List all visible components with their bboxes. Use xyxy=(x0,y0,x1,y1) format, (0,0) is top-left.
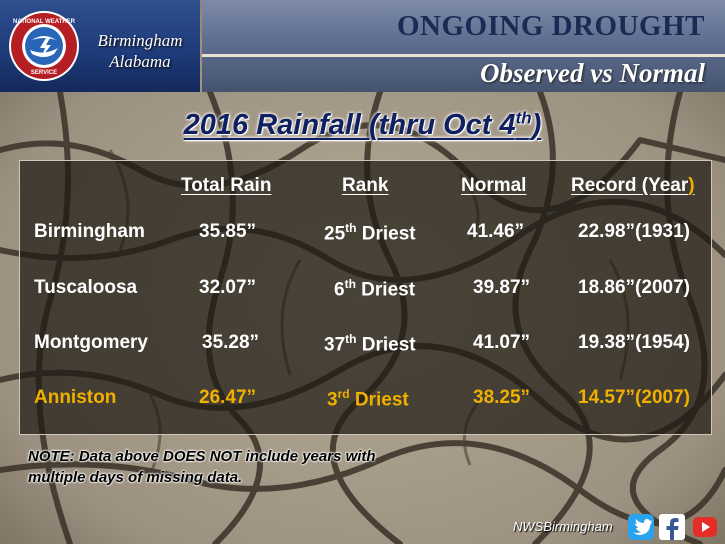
facebook-icon[interactable] xyxy=(659,513,685,541)
header-divider xyxy=(202,54,725,57)
row-birmingham-total: 35.85” xyxy=(199,221,257,242)
social-handle: NWSBirmingham xyxy=(513,519,613,534)
svg-text:SERVICE: SERVICE xyxy=(31,70,57,76)
row-anniston-total: 26.47” xyxy=(199,387,257,408)
office-name: Birmingham Alabama xyxy=(84,30,196,72)
svg-text:NATIONAL WEATHER: NATIONAL WEATHER xyxy=(13,19,76,25)
row-tuscaloosa-city: Tuscaloosa xyxy=(34,277,138,298)
row-tuscaloosa-record: 18.86”(2007) xyxy=(578,277,690,298)
header-rank: Rank xyxy=(342,175,389,196)
row-montgomery-rank: 37th Driest xyxy=(324,332,416,356)
header-title-panel xyxy=(202,0,725,92)
rainfall-title: 2016 Rainfall (thru Oct 4th) xyxy=(0,108,725,142)
row-birmingham-rank: 25th Driest xyxy=(324,221,416,245)
office-state: Alabama xyxy=(109,52,171,71)
header-subtitle: Observed vs Normal xyxy=(480,58,705,88)
youtube-icon[interactable] xyxy=(692,513,718,541)
row-montgomery-city: Montgomery xyxy=(34,332,148,353)
rainfall-table: Total Rain Rank Normal Record (Year) Bir… xyxy=(19,160,712,435)
header-record-year: Record (Year) xyxy=(571,175,695,196)
header-title: ONGOING DROUGHT xyxy=(397,10,705,42)
row-montgomery-total: 35.28” xyxy=(202,332,260,353)
rainfall-title-text: 2016 Rainfall (thru Oct 4th) xyxy=(183,108,542,141)
row-anniston-city: Anniston xyxy=(34,387,117,408)
row-anniston-record: 14.57”(2007) xyxy=(578,387,690,408)
row-tuscaloosa-rank: 6th Driest xyxy=(334,277,416,301)
row-tuscaloosa-normal: 39.87” xyxy=(473,277,531,298)
row-anniston-normal: 38.25” xyxy=(473,387,531,408)
row-tuscaloosa-total: 32.07” xyxy=(199,277,257,298)
office-city: Birmingham xyxy=(97,31,183,50)
row-birmingham-normal: 41.46” xyxy=(467,221,525,242)
header-normal: Normal xyxy=(461,175,527,196)
data-note: NOTE: Data above DOES NOT include years … xyxy=(28,448,376,486)
nws-logo: NATIONAL WEATHER SERVICE xyxy=(9,11,79,81)
header-total-rain: Total Rain xyxy=(181,175,272,196)
row-birmingham-record: 22.98”(1931) xyxy=(578,221,690,242)
row-montgomery-normal: 41.07” xyxy=(473,332,531,353)
rainfall-title-sup: th xyxy=(515,108,532,127)
row-anniston-rank: 3rd Driest xyxy=(327,387,409,411)
row-birmingham-city: Birmingham xyxy=(34,221,145,242)
row-montgomery-record: 19.38”(1954) xyxy=(578,332,690,353)
twitter-icon[interactable] xyxy=(628,513,654,541)
